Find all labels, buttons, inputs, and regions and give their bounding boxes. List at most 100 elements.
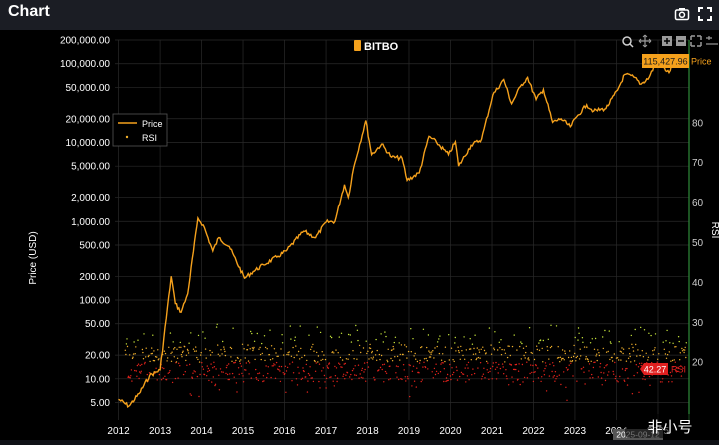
rsi-point: [597, 376, 599, 378]
camera-icon[interactable]: [674, 6, 690, 22]
rsi-point: [306, 391, 309, 393]
rsi-point: [418, 372, 420, 374]
rsi-point: [492, 365, 494, 368]
rsi-point: [508, 384, 510, 386]
rsi-point: [151, 352, 153, 355]
rsi-point: [180, 346, 182, 348]
rsi-point: [485, 352, 487, 354]
fullscreen-icon[interactable]: [697, 6, 713, 22]
rsi-point: [239, 362, 241, 365]
rsi-point: [479, 362, 482, 364]
rsi-point: [361, 367, 364, 370]
rsi-point: [661, 381, 663, 383]
rsi-point: [249, 348, 251, 350]
rsi-point: [531, 352, 533, 354]
rsi-point: [378, 353, 381, 356]
rsi-point: [125, 353, 127, 356]
rsi-point: [245, 369, 247, 371]
rsi-point: [509, 363, 511, 365]
rsi-point: [443, 380, 445, 383]
rsi-point: [348, 353, 350, 356]
rsi-point: [219, 368, 222, 370]
rsi-point: [550, 345, 553, 348]
rsi-point: [244, 369, 246, 371]
rsi-point: [544, 367, 546, 370]
rsi-point: [375, 338, 377, 341]
rsi-point: [592, 377, 594, 379]
rsi-point: [462, 354, 464, 357]
rsi-point: [679, 359, 681, 361]
rsi-point: [178, 362, 180, 364]
rsi-point: [351, 369, 354, 372]
rsi-point: [169, 370, 171, 372]
rsi-point: [648, 375, 651, 378]
rsi-point: [340, 332, 343, 334]
y2-tick-label: 50: [692, 238, 704, 249]
chart-area[interactable]: 5.00 10.00 20.00 50.00 100.00 200.00 500.00 1,0…: [0, 30, 719, 440]
rsi-point: [478, 351, 481, 353]
rsi-point: [678, 340, 680, 343]
chart-svg[interactable]: 5.00 10.00 20.00 50.00 100.00 200.00 500.00 1,0…: [0, 30, 719, 440]
zoom-in-icon[interactable]: [662, 36, 672, 46]
rsi-point: [352, 350, 354, 352]
rsi-point: [662, 378, 664, 380]
x-axis: 2012 2013 2014 2015 2016 2017 2018 2019 2020 2021…: [107, 426, 669, 437]
rsi-point: [229, 373, 231, 375]
rsi-point: [256, 378, 258, 380]
rsi-point: [528, 327, 531, 329]
rsi-point: [487, 371, 489, 374]
rsi-point: [624, 369, 626, 372]
rsi-point: [355, 324, 357, 327]
rsi-point: [346, 372, 349, 374]
rsi-point: [604, 379, 607, 382]
rsi-point: [147, 355, 150, 358]
rsi-point: [558, 374, 560, 376]
rsi-point: [607, 350, 609, 353]
rsi-point: [308, 334, 310, 336]
rsi-point: [555, 325, 558, 327]
rsi-point: [374, 354, 377, 356]
autoscale-icon[interactable]: [690, 35, 702, 47]
rsi-point: [647, 359, 649, 361]
zoom-out-icon[interactable]: [676, 36, 686, 46]
rsi-point: [557, 346, 559, 348]
rsi-point: [512, 381, 514, 383]
rsi-point: [575, 356, 577, 359]
rsi-point: [541, 376, 543, 378]
rsi-point: [657, 358, 659, 360]
rsi-point: [427, 334, 430, 336]
rsi-point: [421, 379, 423, 381]
rsi-point: [670, 360, 672, 362]
rsi-point: [267, 372, 269, 375]
rsi-point: [619, 350, 621, 352]
rsi-point: [253, 346, 255, 349]
rsi-point: [423, 358, 426, 360]
rsi-point: [132, 356, 134, 358]
rsi-point: [162, 377, 164, 379]
rsi-point: [400, 344, 403, 346]
rsi-point: [626, 367, 628, 370]
reset-axes-icon[interactable]: [706, 36, 718, 45]
pan-icon[interactable]: [638, 34, 652, 48]
rsi-point: [611, 356, 613, 359]
rsi-point: [268, 354, 271, 356]
rsi-point: [387, 348, 389, 350]
rsi-point: [434, 347, 436, 349]
rsi-point: [409, 364, 411, 367]
legend[interactable]: Price RSI: [112, 113, 168, 147]
rsi-point: [129, 354, 131, 356]
rsi-point: [598, 354, 601, 357]
app-header: Chart: [0, 0, 719, 30]
zoom-icon[interactable]: [622, 36, 634, 48]
rsi-point: [247, 360, 250, 362]
y2-tick-label: 80: [692, 118, 704, 129]
rsi-point: [488, 327, 491, 329]
rsi-point: [275, 361, 278, 364]
rsi-point: [548, 375, 551, 377]
rsi-point: [669, 371, 672, 374]
rsi-point: [299, 325, 301, 327]
rsi-point: [292, 346, 294, 349]
price-series-line: [118, 53, 688, 409]
rsi-point: [674, 361, 676, 363]
rsi-point: [561, 349, 564, 351]
